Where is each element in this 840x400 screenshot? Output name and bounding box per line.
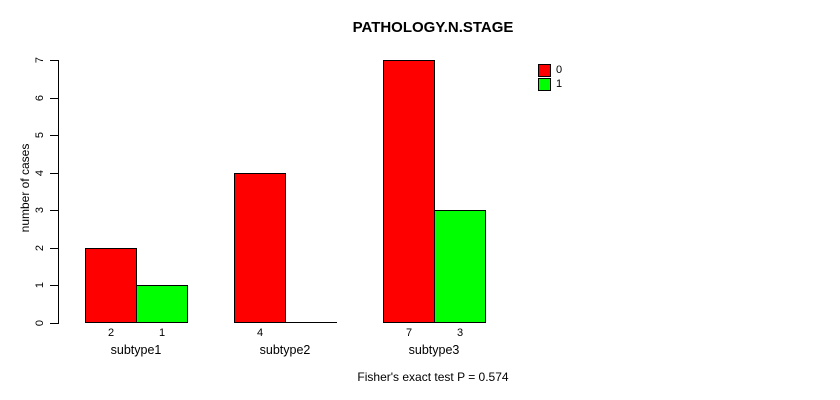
legend-row: 1 <box>538 78 562 91</box>
y-axis-line <box>58 60 59 324</box>
category-label-subtype3: subtype3 <box>408 343 460 357</box>
annotation-fisher-test: Fisher's exact test P = 0.574 <box>357 370 509 384</box>
y-tick-label: 1 <box>34 281 46 289</box>
y-tick <box>50 173 58 174</box>
legend-row: 0 <box>538 64 562 77</box>
bar-subtype3-series1 <box>434 210 486 323</box>
legend-swatch-series1 <box>538 78 551 91</box>
bar-subtype3-series0 <box>383 60 435 323</box>
legend-label: 0 <box>556 64 563 76</box>
y-tick <box>50 98 58 99</box>
y-tick <box>50 248 58 249</box>
y-tick-label: 6 <box>34 94 46 102</box>
y-tick-label: 7 <box>34 56 46 64</box>
y-tick-label: 4 <box>34 169 46 177</box>
bar-subtype1-series0 <box>85 248 137 323</box>
y-tick-label: 3 <box>34 206 46 214</box>
legend-swatch-series0 <box>538 64 551 77</box>
bar-value-label: 7 <box>405 327 413 339</box>
y-tick <box>50 135 58 136</box>
bar-value-label: 4 <box>256 327 264 339</box>
y-tick <box>50 323 58 324</box>
y-axis-label: number of cases <box>18 143 32 233</box>
bar-subtype1-series1 <box>136 285 188 323</box>
bar-value-label: 1 <box>158 327 166 339</box>
y-tick-label: 0 <box>34 319 46 327</box>
category-label-subtype2: subtype2 <box>259 343 311 357</box>
y-tick <box>50 60 58 61</box>
y-tick-label: 5 <box>34 131 46 139</box>
bar-subtype2-series1 <box>285 322 337 323</box>
bar-subtype2-series0 <box>234 173 286 323</box>
legend-label: 1 <box>556 78 563 90</box>
chart-title: PATHOLOGY.N.STAGE <box>352 19 514 36</box>
bar-value-label: 3 <box>456 327 464 339</box>
y-tick <box>50 210 58 211</box>
y-tick <box>50 285 58 286</box>
y-tick-label: 2 <box>34 244 46 252</box>
category-label-subtype1: subtype1 <box>110 343 162 357</box>
bar-value-label: 2 <box>107 327 115 339</box>
